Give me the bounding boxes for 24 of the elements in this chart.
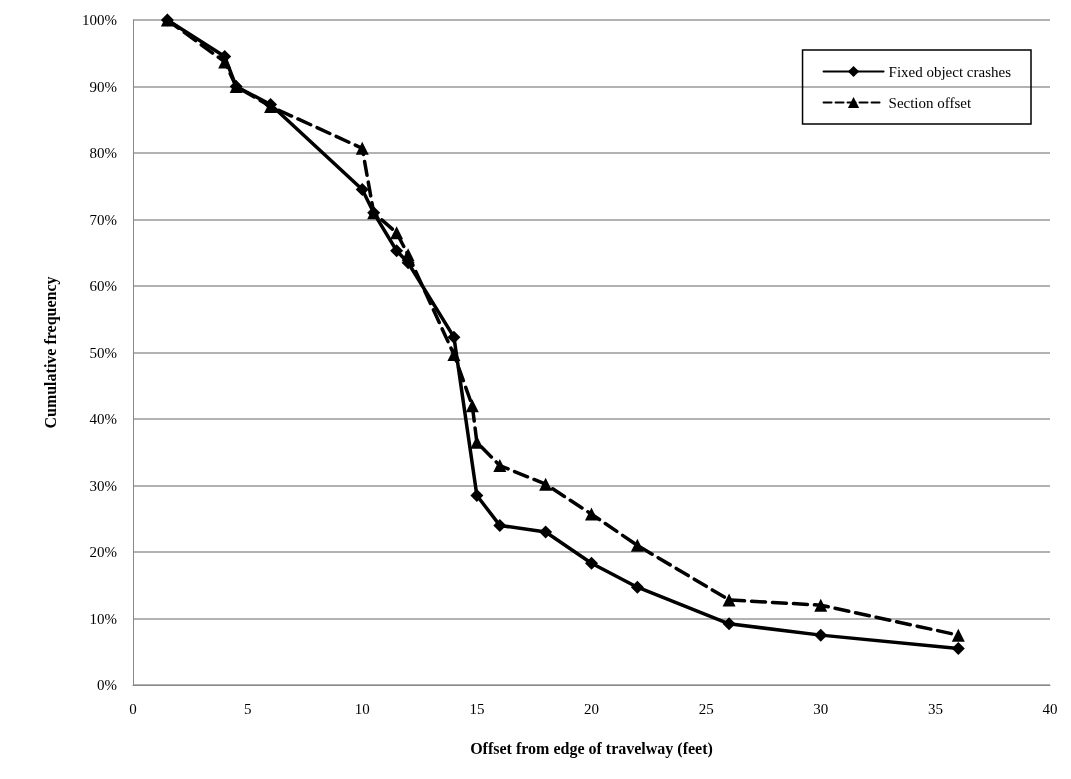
y-tick-label: 30% — [89, 477, 117, 494]
y-tick-label: 60% — [89, 278, 117, 294]
x-tick-label: 30 — [813, 700, 829, 717]
y-tick-label: 80% — [89, 145, 117, 161]
y-axis-title: Cumulative frequency — [41, 276, 60, 429]
y-tick-label: 50% — [89, 344, 117, 361]
x-tick-label: 25 — [698, 700, 714, 717]
y-tick-label: 40% — [89, 411, 117, 427]
x-tick-label: 10 — [354, 700, 370, 717]
y-tick-label: 20% — [89, 544, 117, 560]
y-tick-label: 0% — [97, 677, 117, 693]
x-tick-label: 15 — [469, 700, 485, 717]
x-tick-label: 20 — [584, 700, 599, 717]
x-tick-label: 5 — [243, 700, 252, 717]
legend-label: Fixed object crashes — [888, 63, 1012, 80]
y-tick-label: 100% — [82, 12, 117, 28]
y-tick-label: 70% — [89, 211, 117, 228]
legend-label: Section offset — [888, 94, 972, 111]
y-tick-label: 10% — [89, 610, 117, 627]
x-tick-label: 0 — [129, 700, 137, 717]
y-tick-label: 90% — [89, 78, 117, 95]
x-axis-title: Offset from edge of travelway (feet) — [470, 739, 713, 758]
x-tick-label: 35 — [927, 700, 943, 717]
x-tick-label: 40 — [1042, 700, 1058, 717]
